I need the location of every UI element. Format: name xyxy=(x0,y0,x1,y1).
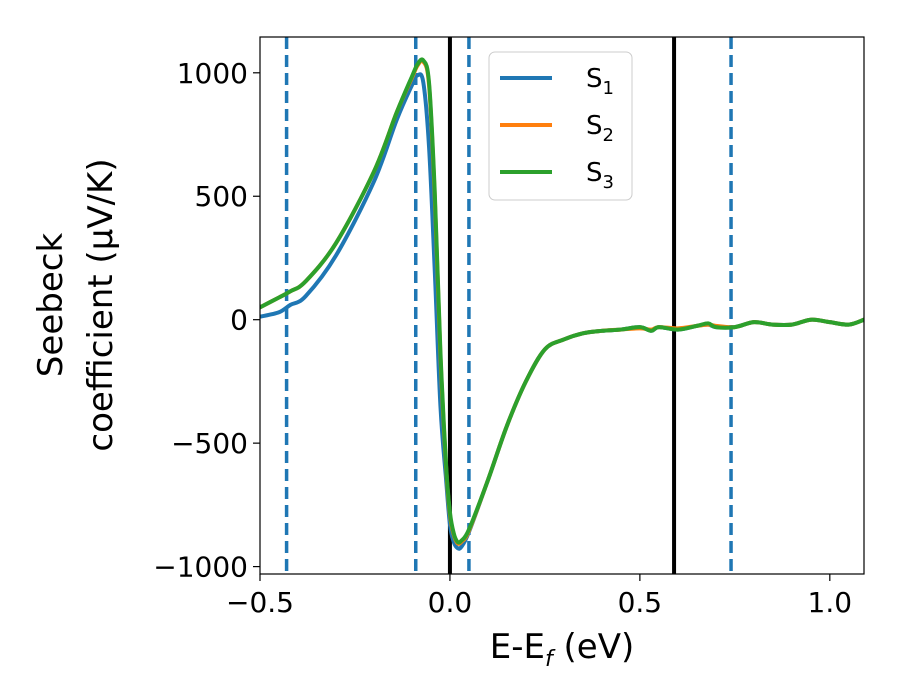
x-tick-label: 0.5 xyxy=(618,586,663,619)
series-lines xyxy=(260,57,864,551)
y-axis-title-line1: Seebeck xyxy=(31,233,71,378)
y-axis-ticks: −1000 −500 0 500 1000 xyxy=(153,57,260,584)
x-tick-label: 1.0 xyxy=(808,586,853,619)
legend-label-s2: S2 xyxy=(586,111,614,146)
y-tick-label: −500 xyxy=(171,427,248,460)
x-tick-label: −0.5 xyxy=(226,586,294,619)
legend-box xyxy=(488,51,633,201)
plot-frame xyxy=(259,36,865,575)
y-axis-title-line2: coefficient (μV/K) xyxy=(81,158,121,451)
x-axis-title-unit: (eV) xyxy=(553,627,635,667)
y-tick-label: 500 xyxy=(195,180,248,213)
legend-label-s1: S1 xyxy=(586,64,614,99)
x-axis-title-main: E-E xyxy=(490,627,545,667)
x-axis-title: E-Ef (eV) xyxy=(490,627,635,672)
reference-lines xyxy=(284,37,733,574)
x-axis-ticks: −0.5 0.0 0.5 1.0 xyxy=(226,574,852,619)
y-axis-title: Seebeck coefficient (μV/K) xyxy=(31,158,121,451)
y-tick-label: 0 xyxy=(230,304,248,337)
series-line-s3 xyxy=(260,57,864,545)
x-tick-label: 0.0 xyxy=(428,586,473,619)
x-axis-title-subscript: f xyxy=(545,647,556,672)
y-tick-label: −1000 xyxy=(153,551,248,584)
legend-label-s3: S3 xyxy=(586,158,614,193)
y-tick-label: 1000 xyxy=(177,57,248,90)
legend: S1 S2 S3 xyxy=(488,51,633,201)
